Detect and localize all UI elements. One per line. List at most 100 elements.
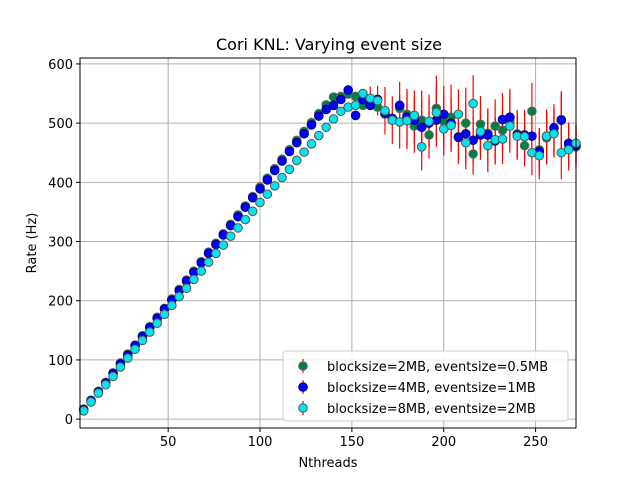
data-point-series-3 [336,106,346,117]
data-point-series-3 [284,164,295,175]
y-tick-label: 500 [48,117,73,132]
data-point-series-3 [328,114,339,124]
y-tick-label: 300 [48,236,73,251]
data-point-series-2 [277,156,287,166]
data-point-series-3 [225,231,236,241]
data-point-series-3 [563,144,574,155]
data-point-series-3 [424,116,434,127]
data-point-series-3 [483,140,493,151]
data-point-series-3 [306,139,317,149]
data-point-series-2 [343,85,354,95]
data-point-series-2 [328,100,339,111]
data-point-series-3 [314,130,324,141]
x-axis-ticks: 50 100 150 200 250 [160,428,548,450]
legend-box [282,350,569,422]
plot-frame [79,57,577,429]
data-point-series-1 [519,140,530,151]
data-point-series-2 [350,110,361,121]
data-point-series-3 [291,155,302,166]
data-point-series-3 [137,335,148,346]
data-point-series-3 [196,266,207,276]
data-point-series-3 [321,122,331,133]
data-point-series-3 [453,109,464,120]
x-tick-label: 200 [431,435,456,450]
data-point-series-3 [299,147,309,157]
data-point-series-3 [145,327,155,337]
data-point-series-3 [203,257,214,268]
data-point-series-3 [409,110,420,121]
data-point-series-3 [115,362,126,372]
data-point-series-3 [218,240,229,250]
data-point-series-2 [556,115,567,125]
data-point-series-1 [424,130,434,140]
data-point-series-2 [262,175,273,185]
data-point-series-3 [167,300,177,311]
data-point-series-3 [460,137,471,148]
data-point-series-3 [350,100,361,111]
data-point-series-2 [336,94,346,105]
data-point-series-3 [380,105,390,116]
data-point-series-3 [358,88,368,99]
y-tick-label: 600 [48,58,73,73]
data-point-series-3 [505,121,515,131]
data-point-series-2 [299,128,309,139]
y-tick-label: 200 [48,295,73,310]
data-point-series-3 [100,379,111,390]
chart-title: Cori KNL: Varying event size [216,35,442,54]
data-point-series-2 [240,202,251,212]
legend-marker [298,382,308,392]
data-point-series-2 [505,112,515,122]
data-point-series-3 [549,128,559,139]
data-point-series-2 [306,120,317,130]
data-point-series-3 [277,172,287,183]
data-point-series-3 [78,406,89,416]
data-point-series-3 [130,344,140,355]
data-point-series-3 [240,214,251,225]
data-point-series-3 [181,283,192,294]
data-point-series-3 [108,371,118,382]
y-axis-ticks: 0 100 200 300 400 500 600 [48,58,80,428]
data-point-series-2 [321,104,331,115]
data-point-series-3 [269,181,280,191]
data-point-series-3 [211,248,221,259]
legend-marker [298,361,308,371]
x-tick-label: 50 [160,435,177,450]
legend-label: blocksize=8MB, eventsize=2MB [327,402,536,417]
data-point-series-2 [269,165,280,176]
y-tick-label: 100 [48,354,73,369]
y-tick-label: 0 [65,413,73,428]
data-points [78,85,581,416]
data-point-series-1 [468,149,478,159]
data-point-series-3 [189,274,199,285]
data-point-series-2 [255,184,265,194]
data-point-series-3 [468,98,478,109]
data-point-series-2 [460,128,471,139]
data-point-series-3 [247,206,258,217]
data-point-series-3 [446,120,456,131]
data-point-series-2 [394,100,405,111]
data-point-series-3 [159,309,170,320]
x-axis-label: Nthreads [298,456,357,471]
data-point-series-1 [460,118,471,128]
data-point-series-3 [519,131,530,142]
x-tick-label: 250 [523,435,548,450]
data-point-series-3 [255,197,265,208]
y-axis-label: Rate (Hz) [25,213,40,274]
data-point-series-3 [416,142,427,152]
data-point-series-3 [372,95,383,106]
legend: blocksize=2MB, eventsize=0.5MB blocksize=… [282,350,569,422]
data-point-series-2 [284,146,295,157]
data-point-series-2 [291,137,302,148]
data-point-series-3 [152,318,162,329]
legend-label: blocksize=2MB, eventsize=0.5MB [327,360,548,375]
data-point-series-3 [93,388,104,398]
y-tick-label: 400 [48,176,73,191]
data-point-series-1 [527,106,537,117]
data-point-series-1 [490,121,500,131]
legend-label: blocksize=4MB, eventsize=1MB [327,381,536,396]
data-point-series-3 [402,115,412,126]
data-point-series-3 [475,126,486,137]
data-point-series-2 [416,122,427,133]
data-point-series-3 [262,189,273,199]
